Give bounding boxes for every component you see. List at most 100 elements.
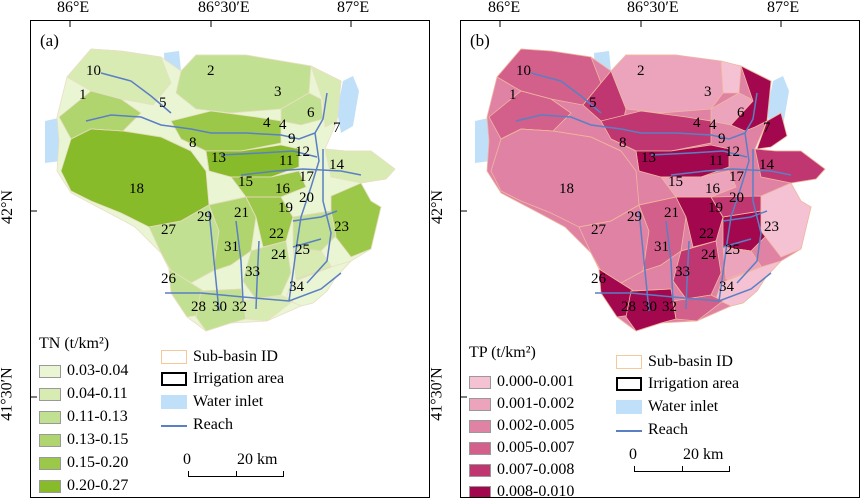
legend-row-tp-2: 0.002-0.005 (469, 417, 574, 435)
legend-row-tp-3: 0.005-0.007 (469, 439, 574, 457)
legend-row-tn-4: 0.15-0.20 (39, 454, 128, 472)
subbasin-id-label: 26 (161, 271, 177, 287)
subbasin-id-label: 11 (279, 153, 293, 169)
legend-swatch (469, 397, 491, 411)
reach-label: Reach (648, 421, 688, 438)
map-panel-tn: 1 2 3 4 4 5 6 7 8 9 10 11 12 13 14 15 16 17 18 19 20 21 22 23 24… (30, 20, 430, 498)
subbasin-id-label: 4 (693, 115, 701, 131)
subbasin-id-label: 17 (729, 169, 745, 185)
subbasin-id-label: 5 (589, 95, 597, 111)
subbasin-id-label: 6 (307, 105, 315, 121)
subbasin-id-label: 27 (591, 222, 607, 238)
lon-label-8630e-b: 86°30′E (627, 0, 679, 16)
subbasin-id-label: 10 (516, 63, 531, 79)
panel-label-b: (b) (470, 31, 490, 50)
panel-label-a: (a) (40, 31, 59, 50)
irrigation-symbol (161, 372, 187, 386)
subbasin-id-label: 19 (708, 200, 723, 216)
subbasin-id-label: 16 (275, 181, 291, 197)
subbasin-id-label: 20 (729, 190, 744, 206)
subbasin-id-label: 11 (709, 153, 723, 169)
subbasin-id-label: 30 (212, 299, 227, 315)
legend-water-inlet: Water inlet (161, 393, 263, 411)
subbasin-id-label: 6 (737, 105, 745, 121)
legend-sub-basin: Sub-basin ID (616, 353, 733, 371)
subbasin-id-label: 15 (668, 174, 683, 190)
subbasin-6 (730, 65, 772, 132)
legend-swatch (469, 419, 491, 433)
subbasin-13 (635, 144, 730, 178)
subbasin-id-label: 25 (295, 242, 310, 258)
legend-sub-basin: Sub-basin ID (161, 348, 278, 366)
subbasin-2-east (720, 60, 742, 94)
subbasin-id-label: 2 (207, 63, 215, 79)
legend-range: 0.008-0.010 (497, 483, 575, 498)
water-inlet-symbol (161, 395, 187, 409)
lat-label-4130n-b: 41°30′N (428, 367, 446, 421)
subbasin-id-label: 4 (709, 117, 717, 133)
subbasin-id-label: 25 (725, 242, 740, 258)
subbasin-id-label: 28 (621, 299, 636, 315)
legend-range: 0.000-0.001 (497, 373, 575, 390)
subbasin-id-label: 14 (329, 157, 345, 173)
legend-swatch (469, 463, 491, 477)
reach-symbol (616, 423, 642, 437)
subbasin-id-label: 29 (197, 209, 212, 225)
subbasin-id-label: 28 (191, 299, 206, 315)
legend-range: 0.04-0.11 (67, 385, 128, 402)
subbasin-id-label: 24 (271, 247, 287, 263)
legend-row-tp-4: 0.007-0.008 (469, 461, 574, 479)
subbasin-14 (324, 148, 396, 184)
subbasin-id-label: 24 (701, 247, 717, 263)
subbasin-id-label: 26 (591, 271, 607, 287)
subbasin-id-label: 21 (234, 205, 249, 221)
sub-basin-symbol (616, 355, 642, 369)
subbasin-id-label: 3 (274, 84, 282, 100)
legend-range: 0.11-0.13 (67, 408, 128, 425)
subbasin-id-label: 18 (559, 181, 574, 197)
water-inlet-east (337, 76, 359, 133)
subbasin-id-label: 12 (725, 144, 740, 160)
map-panel-tp: 1 2 3 4 4 5 6 7 8 9 10 11 12 13 14 15 16 17 18 19 20 21 22 23 24… (460, 20, 860, 498)
irrigation-label: Irrigation area (648, 375, 740, 392)
legend-row-tn-5: 0.20-0.27 (39, 477, 128, 495)
legend-title-tn: TN (t/km²) (39, 335, 110, 352)
subbasin-id-label: 32 (662, 299, 677, 315)
legend-reach: Reach (616, 421, 688, 439)
legend-range: 0.007-0.008 (497, 461, 575, 478)
subbasin-id-label: 8 (189, 135, 197, 151)
subbasin-14 (754, 148, 826, 184)
subbasin-id-label: 9 (288, 131, 296, 147)
legend-swatch (39, 433, 61, 447)
lat-label-42n-b: 42°N (428, 190, 446, 224)
subbasin-id-label: 22 (699, 226, 714, 242)
subbasin-id-label: 14 (759, 157, 775, 173)
subbasin-id-label: 5 (159, 95, 167, 111)
subbasin-id-label: 19 (278, 200, 293, 216)
legend-range: 0.15-0.20 (67, 454, 129, 471)
legend-range: 0.005-0.007 (497, 439, 575, 456)
subbasin-id-label: 33 (245, 264, 260, 280)
legend-row-tn-1: 0.04-0.11 (39, 385, 128, 403)
legend-swatch (39, 456, 61, 470)
lon-label-87e-b: 87°E (767, 0, 800, 16)
water-inlet-label: Water inlet (193, 393, 264, 410)
subbasin-id-label: 9 (718, 131, 726, 147)
lon-label-86e-b: 86°E (488, 0, 521, 16)
subbasin-id-label: 13 (211, 150, 226, 166)
subbasin-id-label: 18 (129, 181, 144, 197)
legend-swatch (469, 485, 491, 497)
subbasin-id-label: 3 (704, 84, 712, 100)
subbasin-id-label: 34 (289, 279, 305, 295)
legend-range: 0.001-0.002 (497, 395, 575, 412)
sub-basin-label: Sub-basin ID (193, 348, 278, 365)
irrigation-label: Irrigation area (193, 370, 285, 387)
subbasin-id-label: 4 (279, 117, 287, 133)
subbasin-id-label: 1 (79, 87, 87, 103)
scale-start: 0 (183, 451, 191, 468)
subbasin-id-label: 1 (509, 87, 517, 103)
legend-water-inlet: Water inlet (616, 398, 718, 416)
lat-label-4130n-a: 41°30′N (0, 367, 16, 421)
